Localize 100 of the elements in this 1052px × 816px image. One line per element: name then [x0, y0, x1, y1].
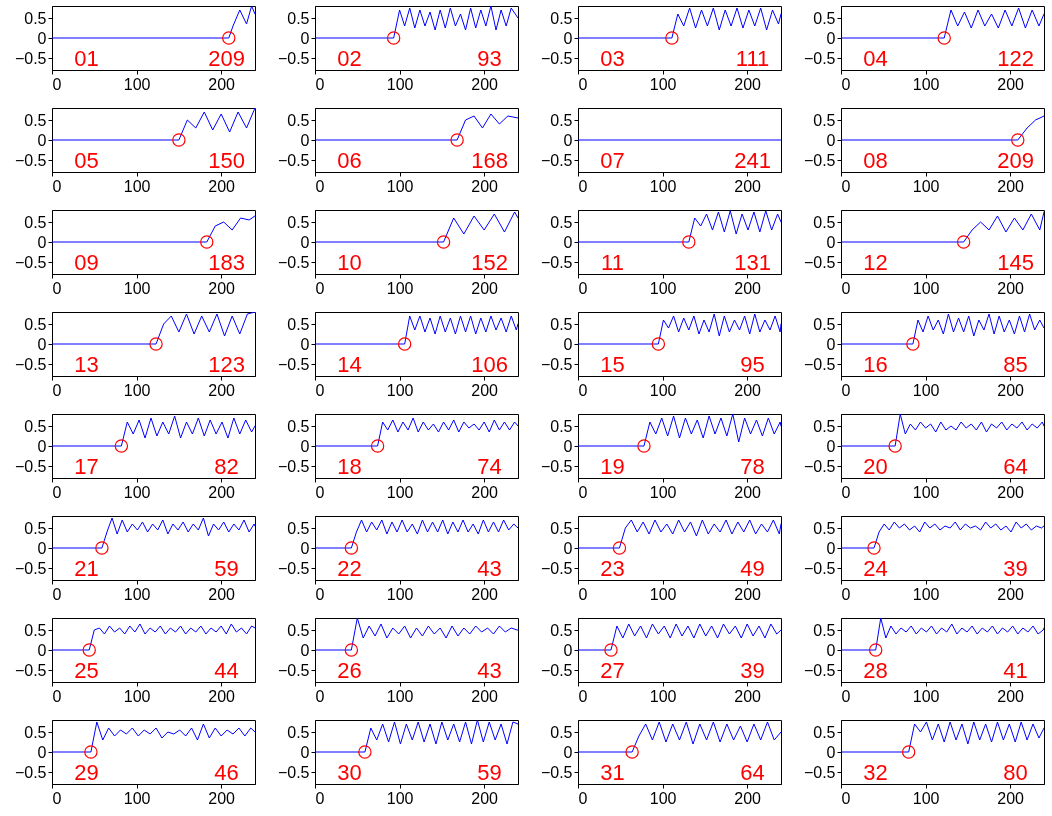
y-tick-label: −0.5 — [14, 457, 47, 475]
y-tick-label: 0 — [37, 743, 47, 761]
y-tick-label: 0.5 — [24, 9, 47, 27]
annotation: 41 — [1003, 658, 1028, 683]
annotation: 17 — [74, 454, 99, 479]
annotation: 05 — [74, 148, 99, 173]
y-tick-label: −0.5 — [277, 253, 310, 271]
annotation: 29 — [74, 760, 99, 785]
x-tick-label: 0 — [578, 789, 588, 807]
line-series — [315, 417, 518, 447]
annotation: 43 — [477, 556, 502, 581]
y-tick-label: 0 — [37, 131, 47, 149]
y-tick-label: −0.5 — [277, 49, 310, 67]
y-tick-label: 0.5 — [550, 9, 573, 27]
x-tick-label: 200 — [471, 75, 499, 93]
y-tick-label: 0.5 — [813, 213, 836, 231]
x-tick-label: 200 — [734, 483, 762, 501]
y-tick-label: 0.5 — [813, 519, 836, 537]
line-series — [52, 215, 255, 243]
annotation: 95 — [740, 352, 765, 377]
x-tick-label: 100 — [912, 789, 940, 807]
x-tick-label: 0 — [841, 585, 851, 603]
y-tick-label: 0 — [37, 437, 47, 455]
x-tick-label: 100 — [649, 381, 677, 399]
line-series — [578, 313, 781, 345]
annotation: 64 — [740, 760, 765, 785]
annotation: 39 — [740, 658, 765, 683]
x-tick-label: 200 — [208, 279, 236, 297]
x-tick-label: 0 — [578, 585, 588, 603]
x-tick-label: 100 — [912, 585, 940, 603]
x-tick-label: 200 — [997, 381, 1025, 399]
y-tick-label: −0.5 — [14, 49, 47, 67]
line-series — [841, 521, 1044, 549]
annotation: 08 — [863, 148, 888, 173]
y-tick-label: −0.5 — [540, 457, 573, 475]
annotation: 25 — [74, 658, 99, 683]
y-tick-label: 0 — [563, 335, 573, 353]
y-tick-label: −0.5 — [277, 559, 310, 577]
line-series — [52, 721, 255, 753]
y-tick-label: −0.5 — [540, 559, 573, 577]
x-tick-label: 100 — [123, 381, 151, 399]
annotation: 23 — [600, 556, 625, 581]
line-series — [315, 211, 518, 243]
annotation: 30 — [337, 760, 362, 785]
annotation: 01 — [74, 46, 99, 71]
line-series — [315, 113, 518, 141]
annotation: 07 — [600, 148, 625, 173]
x-tick-label: 200 — [471, 687, 499, 705]
annotation: 28 — [863, 658, 888, 683]
x-tick-label: 0 — [315, 279, 325, 297]
annotation: 24 — [863, 556, 888, 581]
line-series — [841, 115, 1044, 141]
y-tick-label: 0.5 — [550, 519, 573, 537]
x-tick-label: 100 — [386, 279, 414, 297]
x-tick-label: 200 — [997, 789, 1025, 807]
annotation: 78 — [740, 454, 765, 479]
y-tick-label: −0.5 — [540, 253, 573, 271]
y-tick-label: −0.5 — [540, 49, 573, 67]
x-tick-label: 200 — [471, 177, 499, 195]
annotation: 209 — [997, 148, 1034, 173]
y-tick-label: 0 — [300, 539, 310, 557]
annotation: 49 — [740, 556, 765, 581]
x-tick-label: 200 — [734, 585, 762, 603]
line-series — [315, 6, 518, 39]
line-series — [841, 211, 1044, 243]
y-tick-label: −0.5 — [277, 763, 310, 781]
x-tick-label: 0 — [52, 381, 62, 399]
annotation: 15 — [600, 352, 625, 377]
x-tick-label: 200 — [471, 279, 499, 297]
annotation: 111 — [735, 46, 770, 71]
y-tick-label: −0.5 — [277, 355, 310, 373]
y-tick-label: 0 — [563, 743, 573, 761]
x-tick-label: 100 — [123, 177, 151, 195]
annotation: 46 — [214, 760, 239, 785]
x-tick-label: 200 — [734, 381, 762, 399]
y-tick-label: 0.5 — [813, 723, 836, 741]
annotation: 44 — [214, 658, 239, 683]
y-tick-label: 0.5 — [24, 315, 47, 333]
y-tick-label: −0.5 — [540, 355, 573, 373]
x-tick-label: 100 — [123, 789, 151, 807]
annotation: 39 — [1003, 556, 1028, 581]
y-tick-label: 0.5 — [24, 213, 47, 231]
y-tick-label: 0 — [563, 233, 573, 251]
x-tick-label: 0 — [841, 483, 851, 501]
x-tick-label: 200 — [734, 75, 762, 93]
y-tick-label: 0 — [37, 233, 47, 251]
annotation: 122 — [997, 46, 1034, 71]
line-series — [841, 721, 1044, 753]
annotation: 131 — [734, 250, 771, 275]
annotation: 06 — [337, 148, 362, 173]
x-tick-label: 100 — [386, 381, 414, 399]
y-tick-label: 0.5 — [550, 315, 573, 333]
x-tick-label: 100 — [649, 279, 677, 297]
x-tick-label: 100 — [912, 381, 940, 399]
line-series — [578, 623, 781, 651]
annotation: 27 — [600, 658, 625, 683]
x-tick-label: 200 — [997, 177, 1025, 195]
y-tick-label: 0.5 — [287, 9, 310, 27]
y-tick-label: 0 — [826, 335, 836, 353]
y-tick-label: 0 — [37, 29, 47, 47]
